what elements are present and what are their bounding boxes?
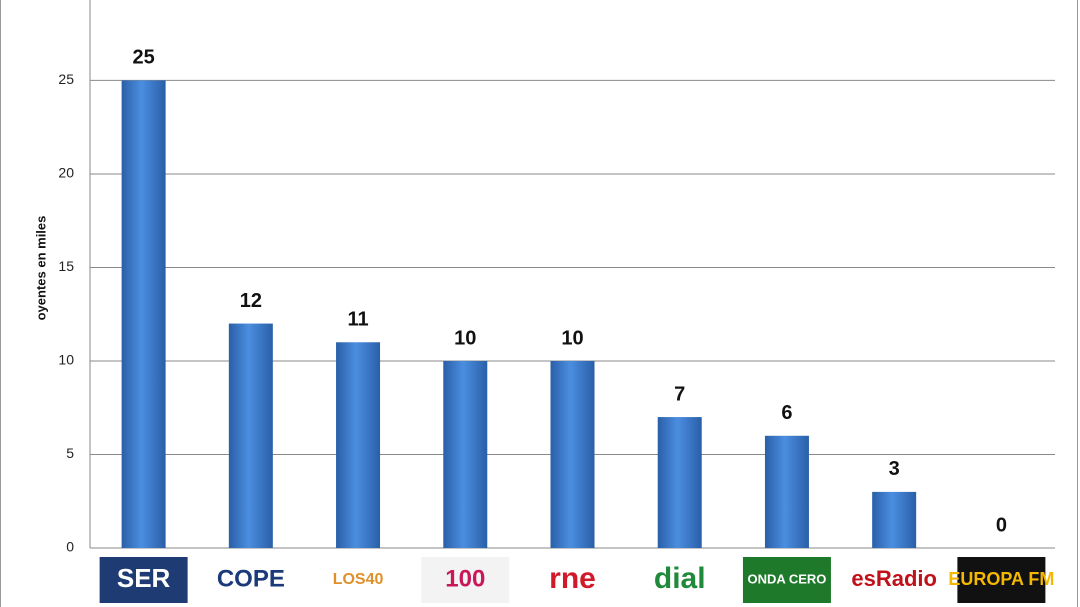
value-label: 12 <box>240 290 262 312</box>
value-label: 3 <box>889 458 900 480</box>
x-tick-label: dial <box>654 562 706 595</box>
value-label: 25 <box>132 47 154 69</box>
y-tick-label: 0 <box>66 539 74 555</box>
y-tick-label: 5 <box>66 445 74 461</box>
value-label: 11 <box>347 309 368 331</box>
y-tick-label: 20 <box>58 165 74 181</box>
logo-box <box>742 557 831 603</box>
y-tick-label: 25 <box>58 71 74 87</box>
logo-box <box>421 557 510 603</box>
logo-box <box>99 557 188 603</box>
y-tick-label: 15 <box>58 258 74 274</box>
x-tick-label: COPE <box>217 565 285 592</box>
bar <box>443 360 488 548</box>
bar <box>336 342 381 548</box>
x-tick-label: ONDA CERO <box>747 571 826 586</box>
value-label: 10 <box>454 327 476 349</box>
value-label: 0 <box>996 514 1007 536</box>
bar <box>764 435 809 548</box>
x-tick-label: esRadio <box>851 566 937 591</box>
value-label: 6 <box>781 402 792 424</box>
x-tick-label: LOS40 <box>333 571 384 588</box>
bar <box>872 491 917 548</box>
bar <box>228 323 273 548</box>
y-axis-label: oyentes en miles <box>33 216 48 321</box>
x-tick-label: EUROPA FM <box>948 569 1054 589</box>
y-tick-label: 10 <box>58 352 74 368</box>
value-label: 7 <box>674 383 685 405</box>
value-label: 10 <box>561 327 583 349</box>
x-tick-label: SER <box>117 563 171 593</box>
bar <box>550 360 595 548</box>
x-tick-label: 100 <box>445 565 485 592</box>
x-tick-label: rne <box>549 562 596 595</box>
logo-box <box>957 557 1046 603</box>
bar <box>657 417 702 548</box>
bar <box>121 80 166 548</box>
